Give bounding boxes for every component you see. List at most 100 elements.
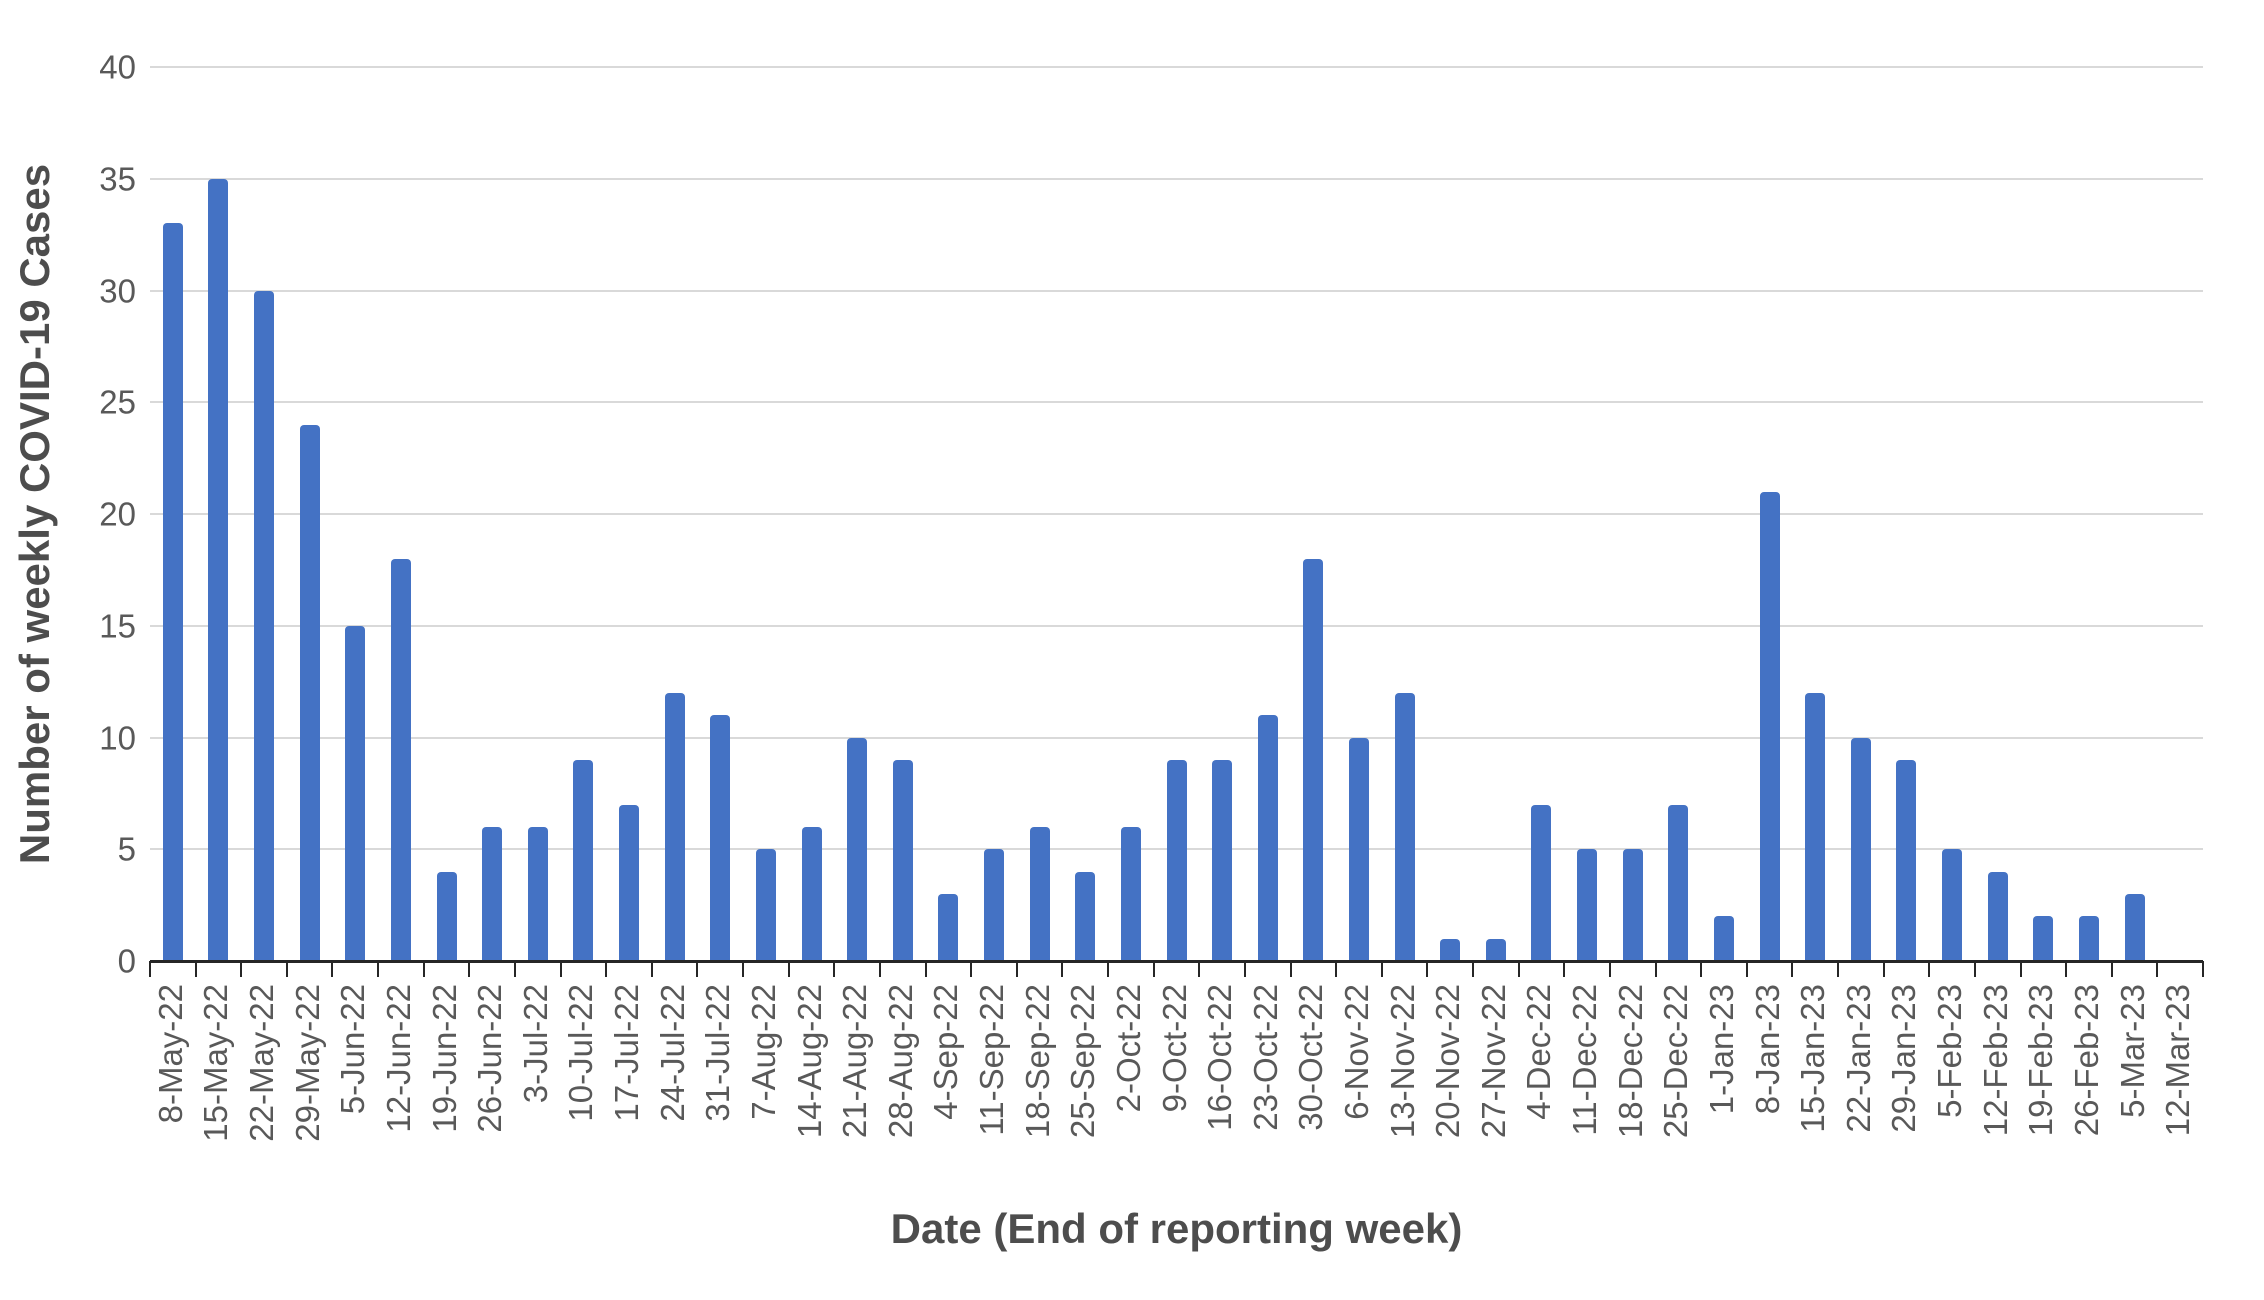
y-tick-label: 0 [117, 942, 136, 980]
x-tick-mark [696, 961, 699, 977]
bar-18-Sep-22 [1029, 826, 1050, 961]
x-tick-mark [742, 961, 745, 977]
x-tick-mark [2110, 961, 2113, 977]
x-tick-label: 3-Jul-22 [516, 984, 554, 1104]
x-tick-mark [2065, 961, 2068, 977]
x-tick-label: 15-May-22 [197, 984, 235, 1142]
y-tick-label: 35 [99, 160, 136, 198]
x-tick-mark [1700, 961, 1703, 977]
x-tick-label: 27-Nov-22 [1474, 984, 1512, 1139]
y-tick-label: 40 [99, 48, 136, 86]
x-tick-label: 5-Mar-23 [2113, 984, 2151, 1118]
x-tick-mark [1791, 961, 1794, 977]
x-tick-label: 21-Aug-22 [836, 984, 874, 1139]
x-tick-label: 25-Dec-22 [1657, 984, 1695, 1139]
x-tick-label: 2-Oct-22 [1109, 984, 1147, 1113]
x-tick-label: 29-Jan-23 [1885, 984, 1923, 1133]
x-tick-label: 12-Jun-22 [379, 984, 417, 1133]
bar-28-Aug-22 [892, 759, 913, 961]
bar-22-Jan-23 [1850, 737, 1871, 961]
x-tick-label: 18-Sep-22 [1018, 984, 1056, 1139]
x-tick-mark [513, 961, 516, 977]
bar-20-Nov-22 [1440, 938, 1461, 961]
x-tick-label: 16-Oct-22 [1201, 984, 1239, 1131]
x-tick-mark [2156, 961, 2159, 977]
bar-29-Jan-23 [1896, 759, 1917, 961]
x-tick-label: 9-Oct-22 [1155, 984, 1193, 1113]
x-tick-mark [149, 961, 151, 977]
y-tick-label: 5 [117, 830, 136, 868]
x-tick-mark [1654, 961, 1657, 977]
x-tick-label: 28-Aug-22 [881, 984, 919, 1139]
bar-5-Feb-23 [1942, 849, 1963, 961]
y-tick-label: 20 [99, 495, 136, 533]
bar-7-Aug-22 [755, 849, 776, 961]
bar-15-May-22 [208, 178, 229, 961]
bar-29-May-22 [299, 424, 320, 961]
x-tick-label: 8-May-22 [151, 984, 189, 1124]
bar-25-Sep-22 [1075, 871, 1096, 961]
bar-8-May-22 [162, 223, 183, 961]
x-tick-label: 14-Aug-22 [790, 984, 828, 1139]
x-tick-mark [2202, 961, 2204, 977]
x-tick-label: 22-Jan-23 [1839, 984, 1877, 1133]
x-tick-mark [1472, 961, 1475, 977]
x-tick-label: 1-Jan-23 [1702, 984, 1740, 1115]
x-tick-label: 5-Feb-23 [1931, 984, 1969, 1118]
x-tick-mark [833, 961, 836, 977]
x-tick-mark [1882, 961, 1885, 977]
bar-17-Jul-22 [619, 804, 640, 961]
y-tick-label: 30 [99, 272, 136, 309]
gridline-35 [150, 177, 2203, 180]
x-tick-label: 15-Jan-23 [1794, 984, 1832, 1133]
x-tick-mark [1107, 961, 1110, 977]
y-tick-label: 25 [99, 383, 136, 421]
bar-12-Jun-22 [390, 558, 411, 961]
bar-3-Jul-22 [527, 826, 548, 961]
x-tick-mark [650, 961, 653, 977]
bar-24-Jul-22 [664, 692, 685, 961]
x-tick-label: 7-Aug-22 [744, 984, 782, 1120]
bar-11-Sep-22 [984, 849, 1004, 961]
x-tick-label: 18-Dec-22 [1611, 984, 1649, 1139]
bar-13-Nov-22 [1394, 692, 1415, 961]
x-tick-label: 12-Feb-23 [1976, 984, 2014, 1137]
x-tick-mark [970, 961, 973, 977]
x-tick-mark [468, 961, 471, 977]
x-tick-mark [240, 961, 243, 977]
x-tick-mark [1152, 961, 1155, 977]
bar-23-Oct-22 [1257, 715, 1278, 961]
x-tick-mark [1517, 961, 1520, 977]
x-tick-label: 5-Jun-22 [334, 984, 372, 1115]
x-tick-mark [878, 961, 881, 977]
x-tick-mark [285, 961, 288, 977]
bar-6-Nov-22 [1348, 737, 1369, 961]
x-tick-label: 4-Sep-22 [927, 984, 965, 1120]
x-tick-mark [194, 961, 197, 977]
bar-14-Aug-22 [801, 826, 822, 961]
x-tick-mark [1198, 961, 1201, 977]
x-tick-label: 26-Jun-22 [471, 984, 509, 1133]
x-tick-mark [924, 961, 927, 977]
x-tick-mark [331, 961, 334, 977]
x-tick-mark [1426, 961, 1429, 977]
y-tick-label: 10 [99, 719, 136, 756]
bar-10-Jul-22 [573, 759, 594, 961]
x-tick-label: 4-Dec-22 [1520, 984, 1558, 1120]
bar-4-Sep-22 [938, 893, 959, 961]
bar-16-Oct-22 [1212, 759, 1233, 961]
x-tick-label: 24-Jul-22 [653, 984, 691, 1122]
x-tick-mark [1837, 961, 1840, 977]
y-tick-label: 15 [99, 607, 136, 645]
x-tick-mark [605, 961, 608, 977]
x-tick-mark [422, 961, 425, 977]
bar-4-Dec-22 [1531, 804, 1552, 961]
x-tick-mark [559, 961, 562, 977]
bar-18-Dec-22 [1622, 849, 1643, 961]
bar-19-Jun-22 [436, 871, 457, 961]
x-tick-mark [787, 961, 790, 977]
x-tick-label: 17-Jul-22 [608, 984, 646, 1122]
x-tick-mark [1380, 961, 1383, 977]
plot-area [149, 66, 2204, 977]
gridline-40 [150, 66, 2203, 68]
